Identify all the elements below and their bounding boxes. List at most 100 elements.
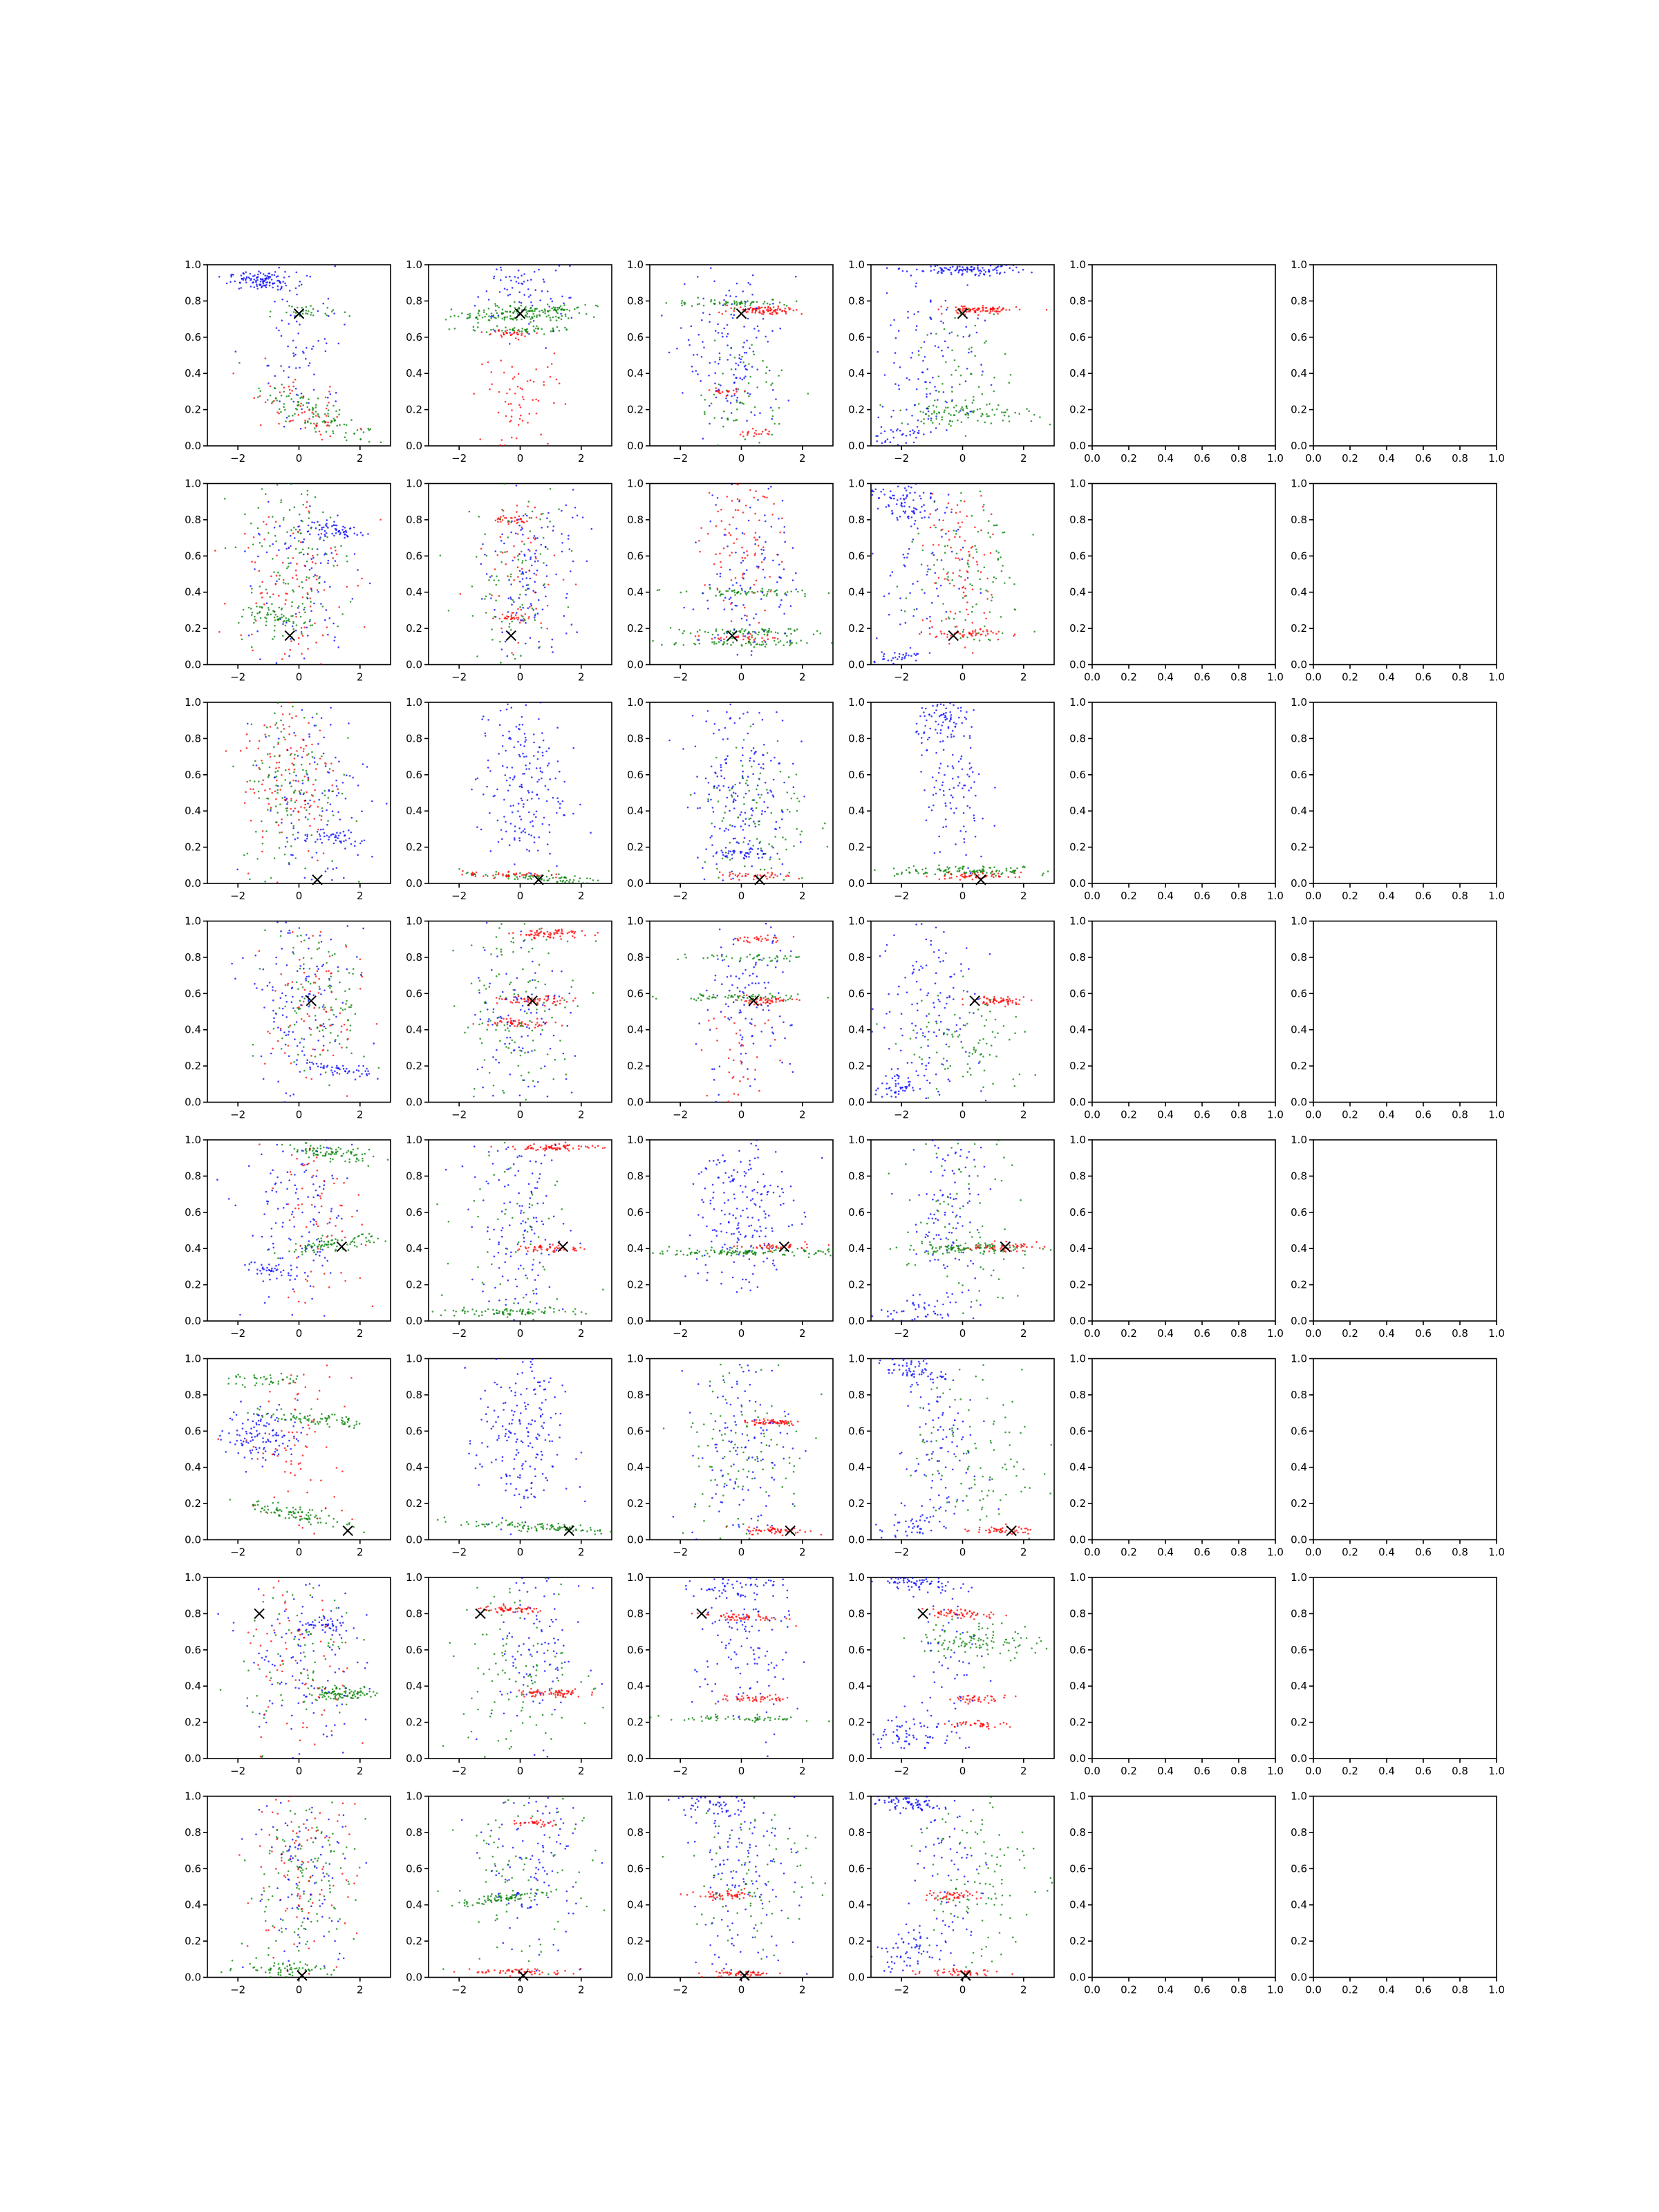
scatter-point [544,546,547,548]
scatter-point [525,309,527,311]
scatter-point [288,509,291,511]
scatter-point [561,542,563,544]
scatter-point [367,533,369,535]
scatter-point [733,722,736,724]
x-marker [284,630,295,641]
scatter-point [267,278,270,280]
scatter-point [735,527,738,530]
y-tick-label: 1.0 [1291,478,1307,490]
scatter-point [308,362,311,364]
scatter-point [476,318,479,320]
scatter-point [495,309,497,312]
scatter-point [779,603,782,606]
scatter-point [921,706,924,709]
scatter-point [328,402,330,404]
y-tick-label: 0.2 [185,841,201,854]
scatter-point [313,373,315,375]
scatter-point [930,809,933,812]
scatter-point [795,774,798,776]
scatter-point [579,877,581,879]
scatter-point [969,411,972,413]
scatter-point [758,778,760,780]
scatter-point [975,551,978,553]
scatter-point [973,307,976,310]
scatter-point [555,573,557,576]
scatter-point [751,635,753,637]
scatter-point [720,561,722,563]
scatter-point [735,538,738,541]
scatter-point [484,533,486,536]
scatter-point [751,809,754,812]
scatter-point [933,399,936,402]
scatter-point [921,742,923,744]
axes-frame [870,264,1055,447]
scatter-point [743,857,746,860]
scatter-point [290,640,292,642]
scatter-point [528,315,530,318]
scatter-point [730,878,732,881]
scatter-point [547,879,550,881]
scatter-point [977,386,980,388]
scatter-point [767,631,770,633]
scatter-point [545,564,547,567]
scatter-point [290,605,293,608]
scatter-point [1018,308,1021,311]
scatter-point [510,573,512,576]
scatter-point [997,404,1000,406]
scatter-point [505,874,508,877]
scatter-point [1010,867,1012,869]
scatter-point [548,747,550,749]
scatter-point [279,789,282,791]
scatter-point [315,724,317,727]
scatter-point [304,803,307,806]
scatter-point [947,530,950,532]
scatter-point [509,343,511,345]
scatter-point [543,333,545,335]
scatter-point [264,493,267,496]
scatter-point [950,807,953,809]
scatter-point [729,873,731,876]
scatter-point [503,371,505,374]
scatter-point [744,301,747,303]
scatter-point [754,538,757,541]
axes-frame [207,482,391,666]
scatter-point [265,279,267,281]
scatter-point [953,406,955,409]
scatter-point [950,714,953,716]
scatter-point [656,589,659,592]
scatter-point [300,806,302,808]
scatter-point [766,496,768,499]
scatter-point [702,341,704,343]
scatter-point [732,791,735,794]
scatter-point [782,879,785,881]
scatter-point [497,872,500,874]
scatter-point [791,762,794,765]
scatter-point [285,395,288,397]
x-tick-label: 0.6 [1415,452,1432,465]
scatter-point [532,317,534,319]
scatter-point [718,785,720,787]
scatter-point [759,796,761,799]
point-cluster-5 [238,591,312,638]
scatter-point [218,630,221,633]
scatter-point [785,594,787,596]
scatter-point [304,799,307,802]
scatter-point [299,514,301,516]
scatter-point [347,737,349,739]
scatter-point [931,552,934,554]
scatter-point [499,536,502,538]
scatter-point [331,790,333,793]
scatter-point [328,391,330,393]
scatter-point [526,380,529,382]
scatter-point [962,268,965,271]
scatter-point [491,574,493,577]
scatter-point [744,823,747,825]
scatter-point [298,585,301,588]
scatter-point [953,812,955,814]
scatter-point [495,583,498,586]
x-tick-label: 2 [799,452,806,465]
scatter-point [344,436,346,438]
scatter-point [532,380,535,383]
scatter-point [480,563,482,565]
scatter-point [742,632,744,635]
